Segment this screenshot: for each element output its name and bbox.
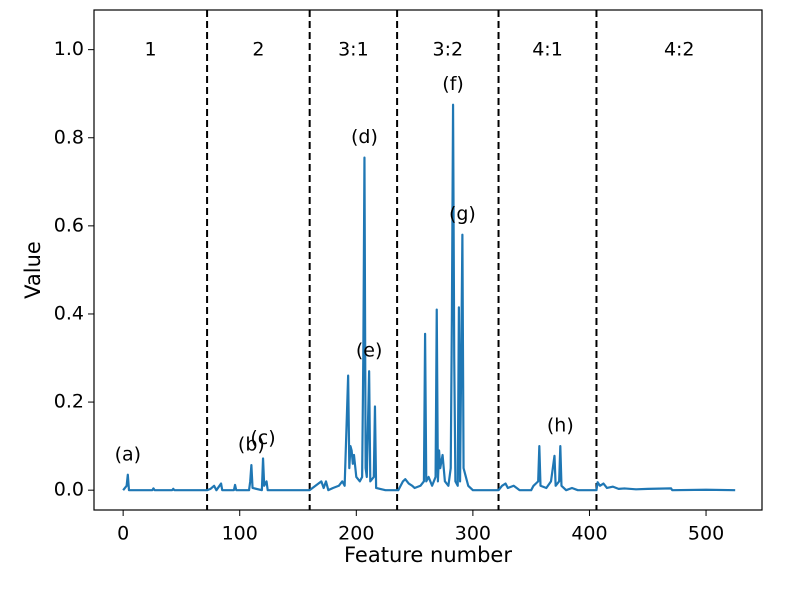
y-tick-label: 0.0 — [54, 479, 84, 501]
annotation: (h) — [547, 415, 574, 437]
x-tick-label: 500 — [688, 523, 724, 545]
y-tick-label: 0.8 — [54, 126, 84, 148]
region-label: 4:1 — [532, 39, 563, 61]
region-label: 4:2 — [664, 39, 695, 61]
data-line — [122, 103, 736, 492]
x-tick-label: 400 — [571, 523, 607, 545]
y-tick-label: 0.2 — [54, 391, 84, 413]
x-tick-label: 0 — [117, 523, 129, 545]
x-axis-label: Feature number — [344, 543, 512, 567]
annotation: (e) — [356, 340, 383, 362]
region-label: 3:2 — [433, 39, 464, 61]
annotation: (d) — [351, 126, 378, 148]
y-tick-label: 0.6 — [54, 214, 84, 236]
annotation: (g) — [449, 203, 476, 225]
annotation: (f) — [442, 73, 464, 95]
region-label: 3:1 — [338, 39, 369, 61]
annotation: (b) — [238, 434, 265, 456]
y-tick-label: 0.4 — [54, 302, 84, 324]
annotation: (c) — [250, 427, 275, 449]
plot-frame — [93, 9, 763, 511]
x-tick-label: 100 — [222, 523, 258, 545]
annotation: (a) — [115, 443, 141, 465]
region-label: 2 — [252, 39, 264, 61]
region-label: 1 — [144, 39, 156, 61]
y-tick-label: 1.0 — [54, 38, 84, 60]
x-tick-label: 200 — [338, 523, 374, 545]
y-axis-label: Value — [21, 241, 45, 299]
x-tick-label: 300 — [455, 523, 491, 545]
